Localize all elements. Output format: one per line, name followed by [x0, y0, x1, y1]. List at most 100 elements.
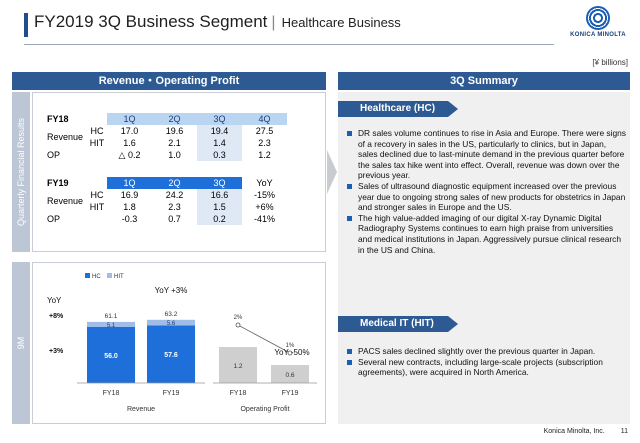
op-bar: [219, 347, 257, 383]
list-item: The high value-added imaging of our digi…: [346, 213, 626, 255]
revenue-op-header: Revenue・Operating Profit: [12, 72, 326, 90]
revenue-yoy-label: YoY: [47, 296, 62, 305]
fy19-op-q1: -0.3: [121, 214, 138, 224]
blank-cell: [287, 137, 319, 149]
title-separator: |: [271, 14, 276, 31]
summary-header: 3Q Summary: [338, 72, 630, 90]
transition-arrow-icon: [327, 150, 337, 194]
quarterly-results-panel: FY18 1Q 2Q 3Q 4Q Revenue HC 17.0 19.6 19…: [32, 92, 326, 252]
fy18-hc-q2: 19.6: [165, 126, 184, 136]
fy18-label: FY18: [47, 114, 69, 124]
page-number: 11: [620, 428, 628, 435]
footer-company: Konica Minolta, Inc.: [543, 428, 605, 435]
fy18-hc-q4: 27.5: [255, 126, 274, 136]
fy19-revenue-label: Revenue: [47, 196, 84, 206]
fy19-hc-label: HC: [90, 190, 104, 200]
revenue-category-label: FY19: [163, 390, 180, 397]
globe-logo-icon: [586, 6, 610, 30]
fy19-hc-q2: 24.2: [165, 190, 184, 200]
revenue-hit-value-label: 5.1: [107, 323, 116, 329]
revenue-hc-value-label: 57.6: [164, 352, 178, 359]
fy18-op-q1: △ 0.2: [118, 149, 141, 160]
table-row: HIT 1.8 2.3 1.5 +6%: [47, 201, 319, 213]
fy18-op-q2: 1.0: [168, 150, 181, 160]
table-row: FY18 1Q 2Q 3Q 4Q: [47, 113, 319, 125]
blank-cell: [87, 177, 107, 189]
blank-cell: [287, 201, 319, 213]
page-title: FY2019 3Q Business Segment | Healthcare Bu…: [34, 12, 401, 32]
fy18-q4-header: 4Q: [242, 113, 287, 125]
page-title-text: FY2019 3Q Business Segment: [34, 12, 268, 31]
revenue-bar-hc: [147, 325, 195, 383]
op-value-label: 0.6: [285, 372, 294, 379]
revenue-axis-title: Revenue: [127, 406, 155, 413]
page-subtitle: Healthcare Business: [281, 15, 401, 30]
fy18-hit-q2: 2.1: [168, 138, 181, 148]
fy19-q1-header: 1Q: [107, 177, 152, 189]
legend-label: HC: [92, 274, 101, 280]
fy19-op-yoy: -41%: [253, 214, 275, 224]
op-margin-label: 2%: [234, 315, 243, 321]
legend-label: HIT: [114, 274, 124, 280]
op-axis-title: Operating Profit: [240, 406, 289, 413]
op-margin-point: [235, 322, 241, 328]
revenue-hit-value-label: 5.6: [167, 321, 176, 327]
header: FY2019 3Q Business Segment | Healthcare Bu…: [0, 0, 640, 52]
fy18-q1-header: 1Q: [107, 113, 152, 125]
medical-it-tab: Medical IT (HIT): [338, 316, 458, 332]
fy19-op-label: OP: [47, 214, 61, 224]
fy19-yoy-header: YoY: [256, 178, 273, 188]
blank-cell: [287, 177, 319, 189]
list-item: PACS sales declined slightly over the pr…: [346, 346, 626, 357]
table-row: Revenue HC 17.0 19.6 19.4 27.5: [47, 125, 319, 142]
fy19-q2-header: 2Q: [152, 177, 197, 189]
blank-cell: [287, 213, 319, 225]
list-item: DR sales volume continues to rise in Asi…: [346, 128, 626, 181]
fy19-op-q2: 0.7: [168, 214, 181, 224]
revenue-hit-yoy-label: +8%: [49, 313, 64, 320]
title-accent-bar: [24, 13, 28, 37]
ninem-charts: HC HIT 56.0 5.1 61.1 FY18 57.6 5.6 63.2 FY19 Reven…: [47, 273, 317, 413]
fy19-hit-q1: 1.8: [123, 202, 136, 212]
title-underline: [24, 44, 554, 45]
fy19-hc-yoy: -15%: [253, 190, 275, 200]
op-category-label: FY18: [230, 390, 247, 397]
revenue-bar-hc: [87, 327, 135, 383]
revenue-hc-yoy-label: +3%: [49, 348, 64, 355]
fy19-hc-q3: 16.6: [197, 189, 242, 201]
logo-wordmark: KONICA MINOLTA: [570, 32, 626, 38]
fy19-label: FY19: [47, 178, 69, 188]
fy18-hc-q1: 17.0: [120, 126, 139, 136]
revenue-hc-value-label: 56.0: [104, 353, 118, 360]
blank-cell: [287, 125, 319, 137]
list-item: Several new contracts, including large-s…: [346, 357, 626, 378]
fy18-q3-header: 3Q: [197, 113, 242, 125]
blank-cell: [287, 149, 319, 161]
footer: Konica Minolta, Inc. 11: [544, 428, 628, 435]
quarterly-side-label-text: Quarterly Financial Results: [16, 117, 26, 227]
fy19-q3-header: 3Q: [197, 177, 242, 189]
fy19-hit-yoy: +6%: [255, 202, 274, 212]
ninem-side-label: 9M: [12, 262, 30, 424]
medical-it-bullets: PACS sales declined slightly over the pr…: [346, 346, 626, 378]
fy18-hc-q3: 19.4: [197, 125, 242, 137]
blank-cell: [287, 113, 319, 125]
op-margin-label: 1%: [286, 343, 295, 349]
op-yoy-annotation: YoY -50%: [274, 348, 309, 357]
revenue-category-label: FY18: [103, 390, 120, 397]
list-item: Sales of ultrasound diagnostic equipment…: [346, 181, 626, 213]
fy18-op-q4: 1.2: [258, 150, 271, 160]
fy19-op-q3: 0.2: [197, 213, 242, 225]
op-value-label: 1.2: [233, 363, 242, 370]
fy19-table: FY19 1Q 2Q 3Q YoY Revenue HC 16.9 24.2 1…: [47, 177, 319, 225]
table-row: HIT 1.6 2.1 1.4 2.3: [47, 137, 319, 149]
healthcare-tab: Healthcare (HC): [338, 101, 458, 117]
fy18-hc-label: HC: [90, 126, 104, 136]
quarterly-side-label: Quarterly Financial Results: [12, 92, 30, 252]
op-category-label: FY19: [282, 390, 299, 397]
fy18-hit-q1: 1.6: [123, 138, 136, 148]
revenue-bar-hit: [147, 319, 195, 326]
revenue-bar-hit: [87, 321, 135, 327]
table-row: Revenue HC 16.9 24.2 16.6 -15%: [47, 189, 319, 206]
revenue-total-label: 63.2: [165, 311, 178, 318]
